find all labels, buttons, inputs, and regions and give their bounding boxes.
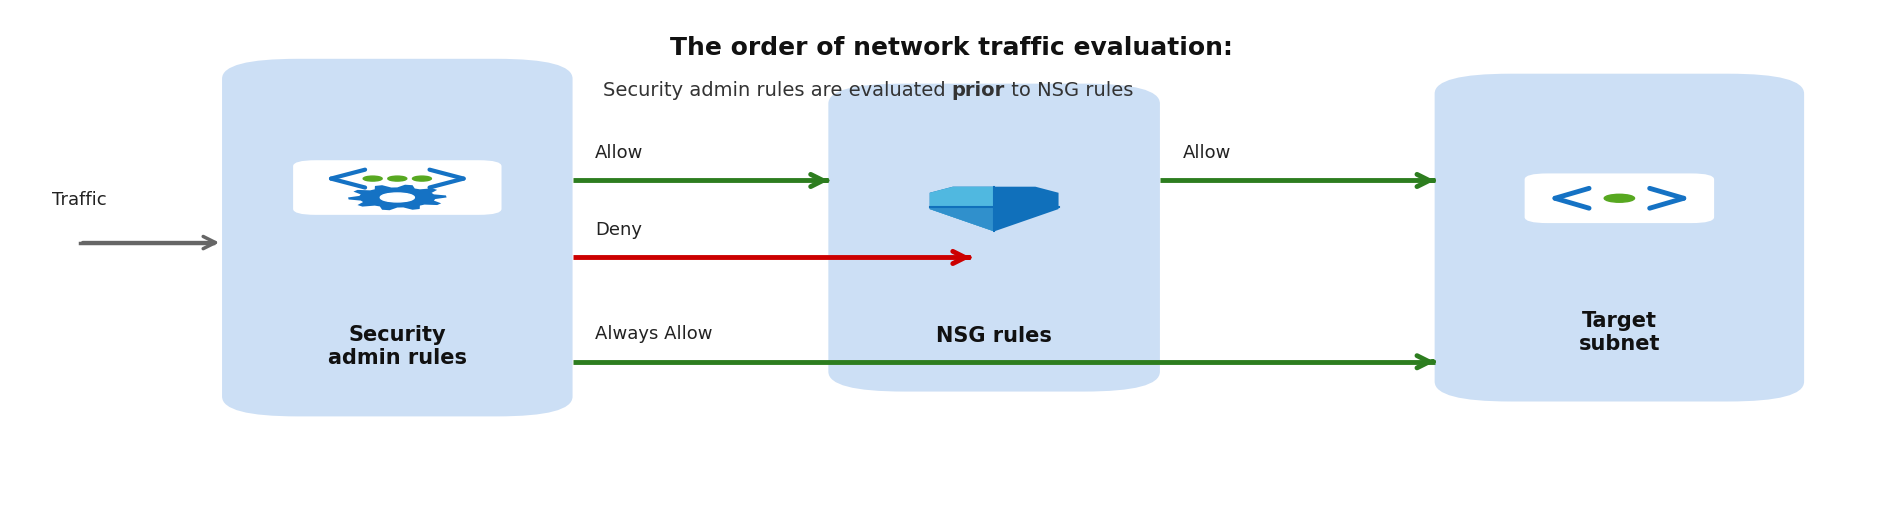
- Text: Security
admin rules: Security admin rules: [327, 325, 466, 368]
- Polygon shape: [931, 207, 993, 231]
- Circle shape: [388, 176, 407, 181]
- Text: to NSG rules: to NSG rules: [1005, 81, 1132, 100]
- Polygon shape: [348, 185, 447, 210]
- Text: The order of network traffic evaluation:: The order of network traffic evaluation:: [670, 36, 1233, 61]
- FancyBboxPatch shape: [293, 160, 502, 215]
- Text: Deny: Deny: [596, 221, 643, 239]
- Text: Traffic: Traffic: [51, 191, 107, 210]
- Circle shape: [1604, 194, 1635, 202]
- Text: Always Allow: Always Allow: [596, 325, 714, 343]
- Circle shape: [381, 193, 415, 202]
- FancyBboxPatch shape: [1524, 173, 1715, 223]
- Text: Allow: Allow: [1182, 144, 1231, 162]
- Text: Allow: Allow: [596, 144, 643, 162]
- FancyBboxPatch shape: [828, 84, 1161, 391]
- FancyBboxPatch shape: [1435, 74, 1804, 401]
- Text: Security admin rules are evaluated: Security admin rules are evaluated: [603, 81, 952, 100]
- Circle shape: [413, 176, 432, 181]
- Polygon shape: [931, 187, 993, 231]
- Text: prior: prior: [952, 81, 1005, 100]
- Text: Target
subnet: Target subnet: [1579, 311, 1659, 355]
- Text: NSG rules: NSG rules: [936, 326, 1052, 346]
- Polygon shape: [931, 187, 1058, 231]
- Circle shape: [363, 176, 383, 181]
- FancyBboxPatch shape: [223, 59, 573, 417]
